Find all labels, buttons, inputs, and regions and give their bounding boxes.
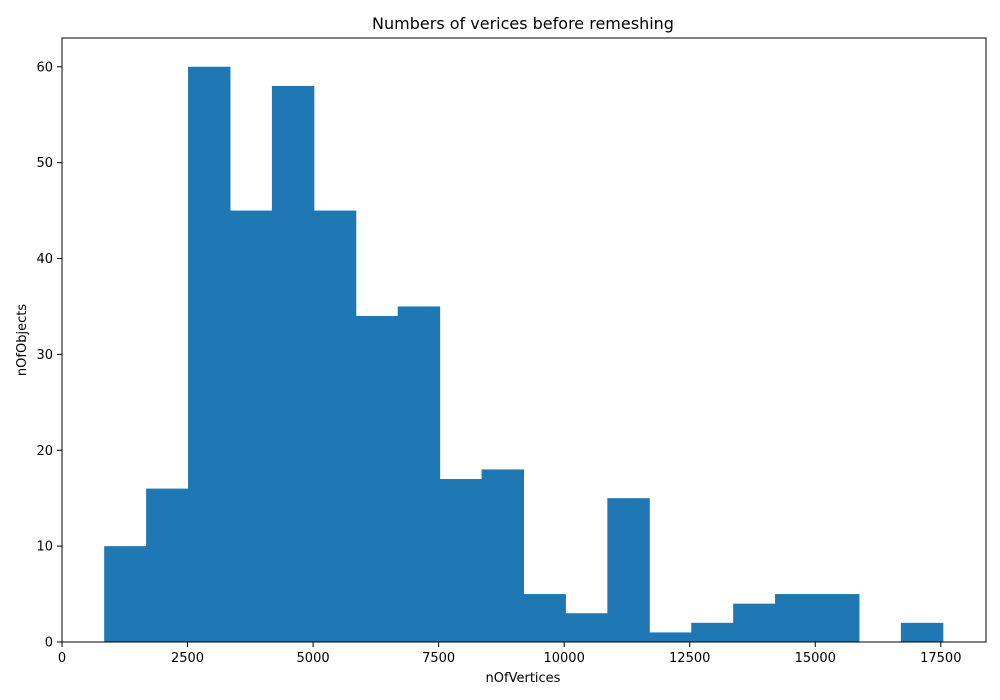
x-tick-label-4: 10000 — [543, 651, 584, 666]
histogram-bar-5 — [313, 210, 357, 643]
y-tick-label-0: 0 — [45, 636, 53, 651]
y-tick-label-1: 10 — [36, 540, 53, 555]
y-tick-label-5: 50 — [36, 156, 53, 171]
histogram-bar-13 — [649, 632, 692, 642]
x-tick-label-0: 0 — [58, 651, 66, 666]
histogram-bar-19 — [900, 622, 944, 642]
histogram-bar-11 — [565, 613, 608, 642]
histogram-bar-1 — [146, 488, 189, 642]
histogram-bar-16 — [775, 594, 818, 642]
x-tick-label-3: 7500 — [422, 651, 455, 666]
histogram-bar-4 — [271, 85, 315, 642]
histogram-bar-9 — [481, 469, 524, 642]
y-tick-label-3: 30 — [36, 348, 53, 363]
histogram-bar-17 — [817, 594, 860, 642]
x-tick-label-2: 5000 — [297, 651, 330, 666]
histogram-bar-15 — [733, 603, 776, 642]
histogram-bar-10 — [523, 594, 566, 642]
x-axis-ticks: 0 2500 5000 7500 10000 12500 15000 17500 — [58, 642, 961, 666]
y-tick-label-2: 20 — [36, 444, 53, 459]
y-axis-ticks: 0 10 20 30 40 50 60 — [36, 60, 62, 651]
histogram-bar-0 — [104, 546, 147, 642]
histogram-bar-12 — [607, 498, 650, 642]
x-tick-label-7: 17500 — [920, 651, 961, 666]
bars-group — [104, 66, 944, 643]
histogram-bar-6 — [355, 316, 399, 642]
x-tick-label-1: 2500 — [171, 651, 204, 666]
histogram-bar-2 — [188, 66, 231, 642]
histogram-bar-8 — [439, 479, 483, 642]
x-tick-label-6: 15000 — [795, 651, 836, 666]
plot-frame — [61, 37, 987, 643]
histogram-bar-7 — [397, 306, 441, 642]
histogram-bar-3 — [229, 210, 273, 643]
histogram-bar-14 — [691, 622, 734, 642]
chart-title: Numbers of verices before remeshing — [372, 14, 674, 33]
y-tick-label-4: 40 — [36, 252, 53, 267]
x-axis-title: nOfVertices — [486, 671, 561, 686]
y-axis-title: nOfObjects — [15, 304, 30, 376]
x-tick-label-5: 12500 — [669, 651, 710, 666]
y-tick-label-6: 60 — [36, 60, 53, 75]
